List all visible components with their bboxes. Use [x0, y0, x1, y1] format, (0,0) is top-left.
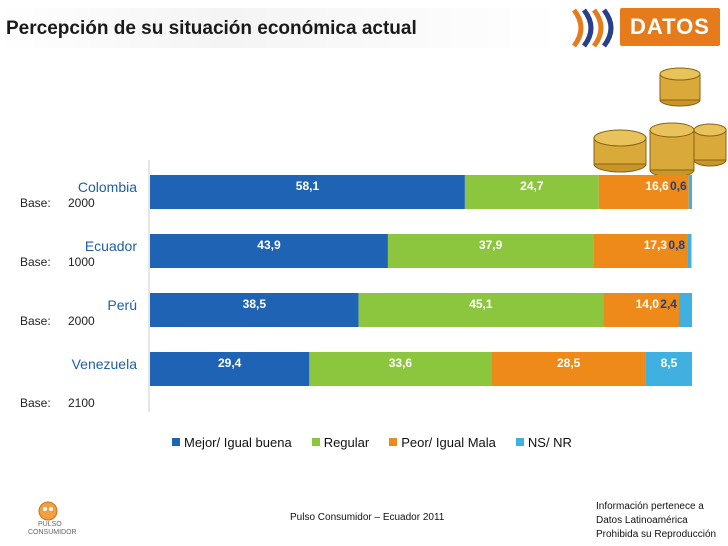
data-label-venezuela-nsnr: 8,5: [661, 356, 678, 370]
bar-ecuador-nsnr: [687, 234, 692, 268]
bar-colombia-mejor: [150, 175, 465, 209]
bar-venezuela-regular: [309, 352, 492, 386]
legend-item-regular: Regular: [311, 434, 370, 450]
data-label-peru-regular: 45,1: [469, 297, 493, 311]
data-label-ecuador-peor: 17,3: [644, 238, 668, 252]
data-label-ecuador-regular: 37,9: [479, 238, 503, 252]
legend-item-mejor: Mejor/ Igual buena: [172, 435, 292, 450]
legend-label-nsnr: NS/ NR: [527, 434, 572, 450]
data-label-venezuela-mejor: 29,4: [218, 356, 242, 370]
page-title: Percepción de su situación económica act…: [6, 18, 417, 39]
bar-ecuador-mejor: [150, 234, 388, 268]
base-value-venezuela: 2100: [68, 396, 95, 410]
base-value-ecuador: 1000: [68, 255, 95, 269]
base-label-peru: Base:: [20, 314, 51, 328]
consumidor-logo-text: CONSUMIDOR: [28, 529, 77, 536]
base-label-venezuela: Base:: [20, 396, 51, 410]
footer-copyright: Información pertenece a Datos Latinoamér…: [596, 500, 716, 542]
legend-swatch-peor: [389, 438, 398, 446]
bar-venezuela-mejor: [150, 352, 310, 386]
data-label-peru-mejor: 38,5: [243, 297, 267, 311]
bar-colombia-regular: [464, 175, 599, 209]
bar-colombia-peor: [598, 175, 689, 209]
title-banner: [0, 8, 560, 48]
data-label-peru-nsnr: 2,4: [660, 297, 677, 311]
bar-venezuela-peor: [491, 352, 646, 386]
data-label-colombia-regular: 24,7: [520, 179, 544, 193]
datos-logo-text: DATOS: [620, 8, 720, 46]
legend-label-peor: Peor/ Igual Mala: [401, 434, 496, 450]
data-label-ecuador-nsnr: 0,8: [668, 238, 685, 252]
data-label-colombia-peor: 16,6: [645, 179, 669, 193]
logo-swoosh-icon: [571, 8, 614, 48]
base-label-ecuador: Base:: [20, 255, 51, 269]
legend-item-peor: Peor/ Igual Mala: [389, 435, 496, 450]
legend-label-mejor: Mejor/ Igual buena: [184, 434, 292, 450]
legend-swatch-nsnr: [515, 438, 524, 446]
gold-coins-icon: [593, 67, 727, 178]
category-label-colombia: Colombia: [78, 179, 137, 195]
base-value-colombia: 2000: [68, 196, 95, 210]
footer-copyright-line3: Prohibida su Reproducción: [596, 529, 717, 540]
data-label-colombia-mejor: 58,1: [296, 179, 320, 193]
bar-ecuador-regular: [387, 234, 594, 268]
datos-logo-icon: [571, 8, 614, 48]
category-label-venezuela: Venezuela: [72, 356, 138, 372]
data-label-colombia-nsnr: 0,6: [670, 179, 687, 193]
bar-peru-nsnr: [678, 293, 692, 327]
bar-venezuela-nsnr: [645, 352, 692, 386]
category-label-ecuador: Ecuador: [85, 238, 137, 254]
data-label-ecuador-mejor: 43,9: [257, 238, 281, 252]
data-label-peru-peor: 14,0: [636, 297, 660, 311]
bar-peru-regular: [358, 293, 604, 327]
bar-peru-mejor: [150, 293, 359, 327]
legend-swatch-regular: [311, 438, 320, 446]
bar-colombia-nsnr: [688, 175, 692, 209]
footer-copyright-line1: Información pertenece a: [596, 501, 704, 512]
header: Percepción de su situación económica act…: [0, 0, 728, 62]
base-value-peru: 2000: [68, 314, 95, 328]
bar-peru-peor: [603, 293, 679, 327]
legend-item-nsnr: NS/ NR: [515, 434, 572, 450]
footer-copyright-line2: Datos Latinoamérica: [596, 515, 688, 526]
data-label-venezuela-regular: 33,6: [389, 356, 413, 370]
pulso-consumidor-logo-icon: [38, 501, 58, 521]
data-label-venezuela-peor: 28,5: [557, 356, 581, 370]
legend-label-regular: Regular: [323, 434, 370, 450]
category-label-peru: Perú: [107, 297, 137, 313]
legend-swatch-mejor: [172, 438, 180, 446]
base-label-colombia: Base:: [20, 196, 51, 210]
pulso-logo-text: PULSO: [38, 521, 62, 528]
legend: Mejor/ Igual buena Regular Peor/ Igual M…: [172, 432, 572, 452]
footer-source: Pulso Consumidor – Ecuador 2011: [290, 512, 445, 523]
bar-ecuador-peor: [593, 234, 688, 268]
